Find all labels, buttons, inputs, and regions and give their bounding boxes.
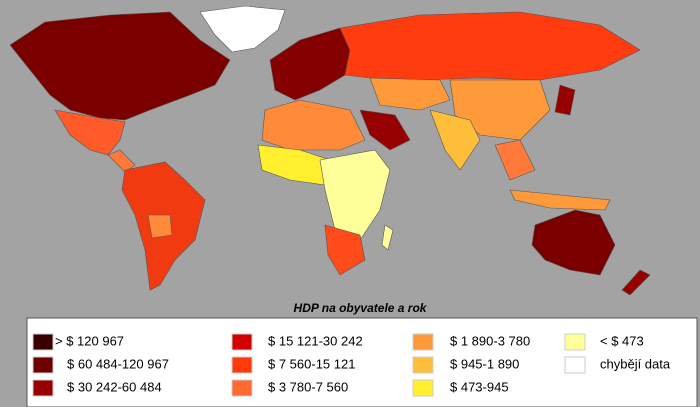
- legend-swatch: [564, 356, 586, 374]
- legend-swatch: [412, 333, 434, 351]
- japan: [554, 84, 576, 116]
- legend-label: $ 60 484-120 967: [67, 356, 169, 371]
- legend-label: $ 7 560-15 121: [268, 356, 355, 371]
- australia: [531, 209, 616, 276]
- legend: > $ 120 967 $ 60 484-120 967 $ 30 242-60 4…: [32, 333, 671, 397]
- legend-swatch: [32, 333, 54, 351]
- north-america: [9, 11, 231, 121]
- madagascar: [381, 224, 394, 251]
- indonesia: [509, 189, 611, 211]
- southeast-asia: [494, 139, 536, 181]
- central-africa: [319, 149, 391, 241]
- world-map: [9, 5, 651, 296]
- legend-swatch: [412, 356, 434, 374]
- legend-label: $ 30 242-60 484: [67, 379, 162, 394]
- legend-swatch: [231, 333, 253, 351]
- central-america: [107, 149, 136, 173]
- map-title: HDP na obyvatele a rok: [294, 301, 428, 315]
- legend-swatch: [32, 356, 54, 374]
- legend-label: $ 3 780-7 560: [268, 379, 348, 394]
- legend-label: < $ 473: [600, 333, 644, 348]
- india: [429, 109, 481, 171]
- central-asia: [369, 77, 451, 111]
- legend-label: chybějí data: [600, 356, 671, 371]
- legend-swatch: [412, 379, 434, 397]
- north-africa: [261, 99, 366, 151]
- legend-label: $ 945-1 890: [450, 356, 519, 371]
- greenland: [199, 5, 286, 53]
- legend-swatch: [231, 379, 253, 397]
- legend-label: $ 473-945: [450, 379, 509, 394]
- middle-east: [359, 109, 411, 151]
- legend-swatch: [564, 333, 586, 351]
- legend-swatch: [231, 356, 253, 374]
- bolivia: [147, 214, 173, 239]
- southern-africa: [324, 224, 366, 276]
- legend-label: > $ 120 967: [55, 333, 124, 348]
- mexico: [54, 109, 126, 156]
- legend-swatch: [32, 379, 54, 397]
- legend-label: $ 1 890-3 780: [450, 333, 530, 348]
- new-zealand: [621, 269, 651, 296]
- legend-label: $ 15 121-30 242: [268, 333, 363, 348]
